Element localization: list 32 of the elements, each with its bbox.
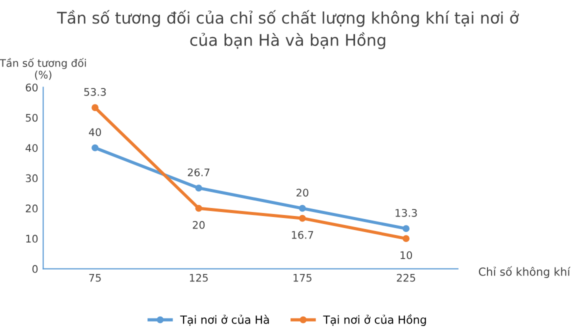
x-tick-label: 75	[89, 274, 101, 282]
data-label: 13.3	[396, 208, 417, 217]
legend-label: Tại nơi ở của Hà	[180, 314, 269, 326]
point	[298, 214, 306, 222]
y-tick-label: 40	[26, 144, 38, 152]
point	[92, 104, 99, 112]
point	[195, 204, 202, 212]
point	[195, 184, 202, 192]
data-label: 16.7	[292, 230, 314, 239]
chart-title: Tần số tương đối của chỉ số chất lượng không khí tại nơi ở của bạn Hà và bạn Hồng	[56, 10, 519, 50]
data-label: 20	[296, 188, 308, 197]
y-axis-title: Tần số tương đối (%)	[0, 58, 86, 80]
data-label: 20	[192, 221, 205, 229]
y-tick-label: 30	[26, 174, 38, 182]
point	[402, 235, 410, 242]
y-tick-label: 20	[26, 204, 38, 212]
y-tick-label: 60	[26, 84, 38, 92]
point	[92, 144, 99, 152]
data-label: 26.7	[188, 168, 210, 176]
point	[298, 204, 306, 212]
point	[402, 225, 410, 232]
data-label: 40	[88, 128, 101, 136]
x-tick-label: 175	[294, 274, 312, 282]
legend-label: Tại nơi ở của Hồng	[323, 314, 426, 326]
y-tick-label: 10	[26, 234, 38, 243]
data-label: 10	[400, 251, 412, 260]
y-tick-label: 0	[32, 265, 38, 273]
y-tick-label: 50	[26, 114, 38, 122]
x-tick-label: 225	[396, 274, 416, 282]
data-label: 53.3	[84, 88, 106, 96]
x-axis-title: Chỉ số không khí	[478, 266, 571, 278]
x-tick-label: 125	[190, 274, 208, 282]
